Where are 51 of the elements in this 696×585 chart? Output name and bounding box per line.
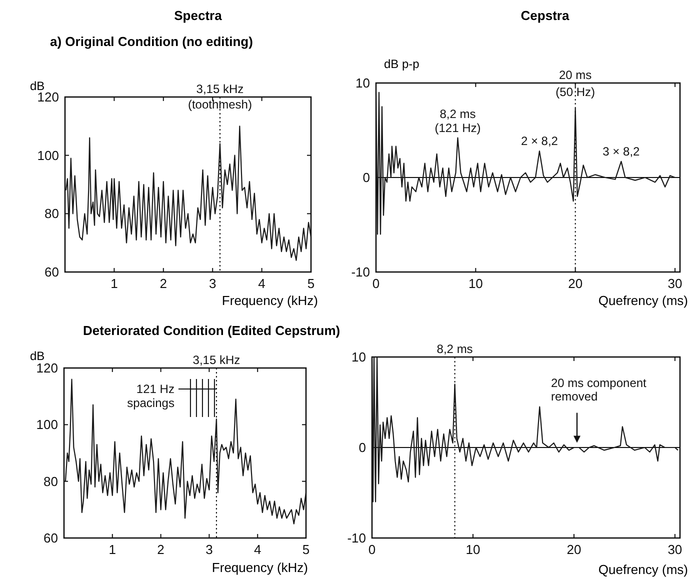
x-tick-label: 5 (307, 276, 315, 291)
x-tick-label: 30 (668, 542, 682, 557)
x-tick-label: 1 (108, 542, 116, 557)
y-axis-title: dB p-p (384, 57, 420, 71)
y-tick-label: 0 (362, 170, 370, 185)
ref-line-label: 3,15 kHz (196, 82, 244, 96)
y-tick-label: 10 (356, 76, 370, 90)
y-tick-label: 80 (44, 474, 58, 489)
x-axis-title: Quefrency (ms) (598, 562, 688, 577)
y-axis-title: dB (30, 349, 45, 363)
x-axis-title: Frequency (kHz) (222, 293, 318, 308)
annotation: 8,2 ms (121 Hz) (434, 107, 481, 135)
y-tick-label: 120 (36, 360, 58, 376)
chart-subtitle: a) Original Condition (no editing) (50, 34, 253, 49)
y-tick-label: -10 (351, 264, 370, 280)
y-tick-label: -10 (347, 530, 366, 546)
x-tick-label: 1 (110, 276, 118, 291)
x-tick-label: 2 (157, 542, 164, 557)
x-tick-label: 30 (668, 276, 682, 291)
annotation: (50 Hz) (556, 84, 596, 99)
y-tick-label: 60 (44, 264, 59, 280)
x-axis-title: Frequency (kHz) (212, 560, 308, 575)
x-tick-label: 5 (302, 542, 310, 557)
ref-line-label: 20 ms (559, 68, 592, 82)
ref-line-label: 3,15 kHz (192, 353, 240, 367)
annotation: 121 Hz spacings (127, 382, 174, 410)
x-tick-label: 3 (208, 276, 216, 291)
x-tick-label: 20 (568, 276, 583, 291)
x-axis-title: Quefrency (ms) (598, 293, 688, 308)
y-tick-label: 60 (44, 530, 58, 546)
x-tick-label: 4 (258, 276, 266, 291)
chart-title: Spectra (174, 8, 223, 23)
x-tick-label: 2 (160, 276, 168, 291)
ref-line-label: 8,2 ms (436, 342, 473, 356)
y-tick-label: 10 (352, 350, 366, 364)
y-tick-label: 100 (36, 417, 58, 432)
x-tick-label: 0 (372, 276, 380, 291)
x-tick-label: 20 (566, 542, 582, 557)
annotation: 2 × 8,2 (520, 134, 558, 148)
chart-title: Deteriorated Condition (Edited Cepstrum) (83, 323, 340, 338)
y-tick-label: 80 (44, 206, 59, 222)
y-tick-label: 0 (358, 440, 366, 455)
chart-title: Cepstra (520, 8, 570, 23)
annotation: 3 × 8,2 (602, 144, 640, 158)
y-tick-label: 100 (37, 148, 59, 163)
x-tick-label: 4 (254, 542, 262, 557)
annotation: 20 ms component removed (550, 376, 648, 404)
x-tick-label: 10 (466, 542, 480, 557)
x-tick-label: 3 (206, 542, 213, 557)
x-tick-label: 10 (468, 276, 483, 291)
annotation: (toothmesh) (188, 98, 252, 112)
